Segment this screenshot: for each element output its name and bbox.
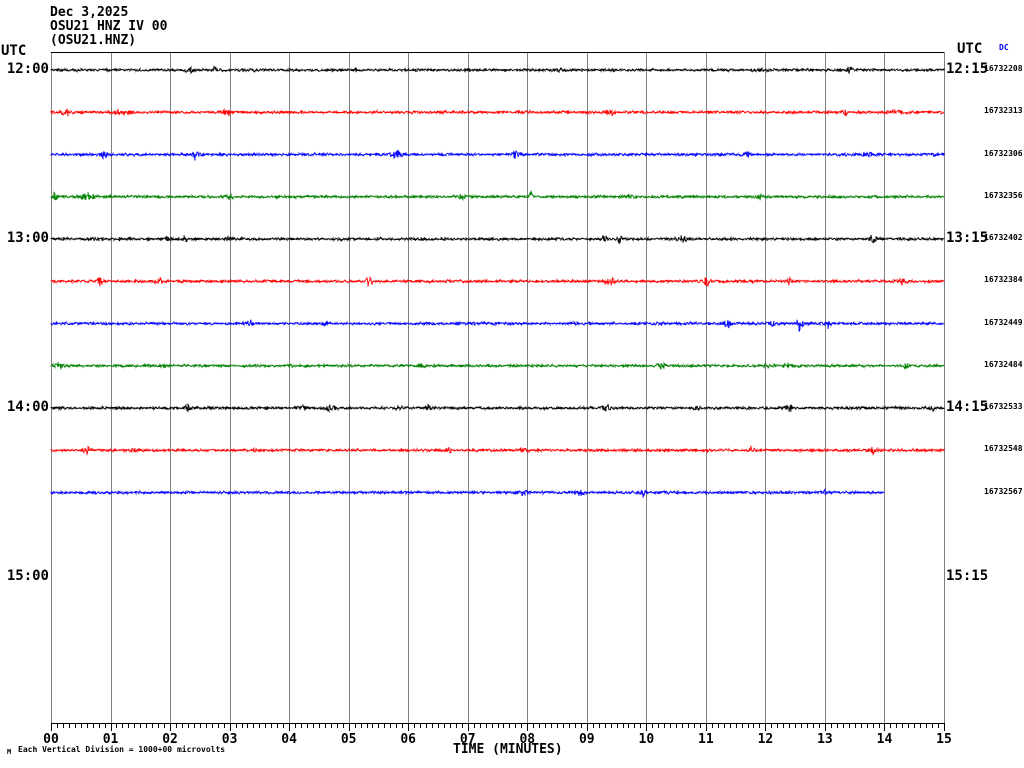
minute-tick-label: 02 (162, 732, 178, 747)
left-hour-label: 15:00 (6, 568, 49, 584)
right-hour-label: 12:15 (946, 61, 989, 77)
left-hour-label: 12:00 (6, 61, 49, 77)
minute-tick-label: 11 (698, 732, 714, 747)
dc-value: 16732356 (984, 190, 1023, 200)
trace-row-5 (50, 276, 945, 287)
dc-value: 16732449 (984, 317, 1023, 327)
right-hour-label: 15:15 (946, 568, 989, 584)
trace-row-9 (50, 445, 945, 456)
header-channel: (OSU21.HNZ) (50, 33, 137, 48)
right-axis-title: UTC (957, 41, 983, 57)
right-hour-label: 14:15 (946, 399, 989, 415)
dc-value: 16732402 (984, 233, 1023, 242)
trace-row-1 (50, 108, 945, 117)
minute-tick-label: 12 (757, 732, 774, 747)
dc-value: 16732208 (984, 64, 1023, 73)
minute-tick-label: 07 (459, 732, 476, 747)
minute-tick-label: 03 (221, 732, 238, 747)
dc-value: 16732484 (984, 359, 1023, 369)
minute-tick-label: 06 (400, 732, 417, 747)
dc-value: 16732306 (984, 148, 1023, 158)
footer-marker: M (7, 748, 12, 756)
minute-tick-label: 14 (876, 732, 893, 747)
left-hour-label: 13:00 (6, 230, 49, 246)
trace-row-10 (50, 487, 885, 498)
trace-row-3 (50, 190, 945, 202)
minute-tick-label: 10 (638, 732, 655, 747)
left-axis-title: UTC (1, 43, 27, 59)
trace-row-4 (50, 234, 945, 245)
dc-value: 16732567 (984, 486, 1023, 496)
minute-tick-label: 05 (340, 732, 357, 747)
minute-tick-label: 01 (102, 732, 119, 747)
x-axis-title: TIME (MINUTES) (453, 742, 563, 757)
minute-tick-label: 15 (936, 732, 952, 747)
trace-row-2 (50, 149, 945, 161)
dc-value: 16732548 (984, 444, 1023, 454)
trace-row-8 (50, 402, 945, 413)
trace-row-7 (50, 361, 945, 370)
trace-row-0 (50, 65, 945, 75)
minute-tick-label: 09 (578, 732, 595, 747)
minute-tick-label: 04 (281, 732, 297, 747)
right-hour-label: 13:15 (946, 230, 989, 246)
left-hour-label: 14:00 (6, 399, 49, 415)
dc-value: 16732384 (984, 275, 1023, 285)
minute-tick-label: 00 (43, 732, 59, 747)
trace-row-6 (50, 319, 945, 332)
dc-value: 16732313 (984, 106, 1023, 116)
minute-tick-label: 13 (817, 732, 833, 747)
header-date: Dec 3,2025 (50, 5, 129, 20)
scale-note: Each Vertical Division = 1000+00 microvo… (18, 745, 226, 754)
header-station: OSU21 HNZ IV 00 (50, 19, 168, 34)
dc-heading: DC (999, 43, 1009, 52)
dc-value: 16732533 (984, 402, 1023, 411)
minute-tick-label: 08 (519, 732, 536, 747)
